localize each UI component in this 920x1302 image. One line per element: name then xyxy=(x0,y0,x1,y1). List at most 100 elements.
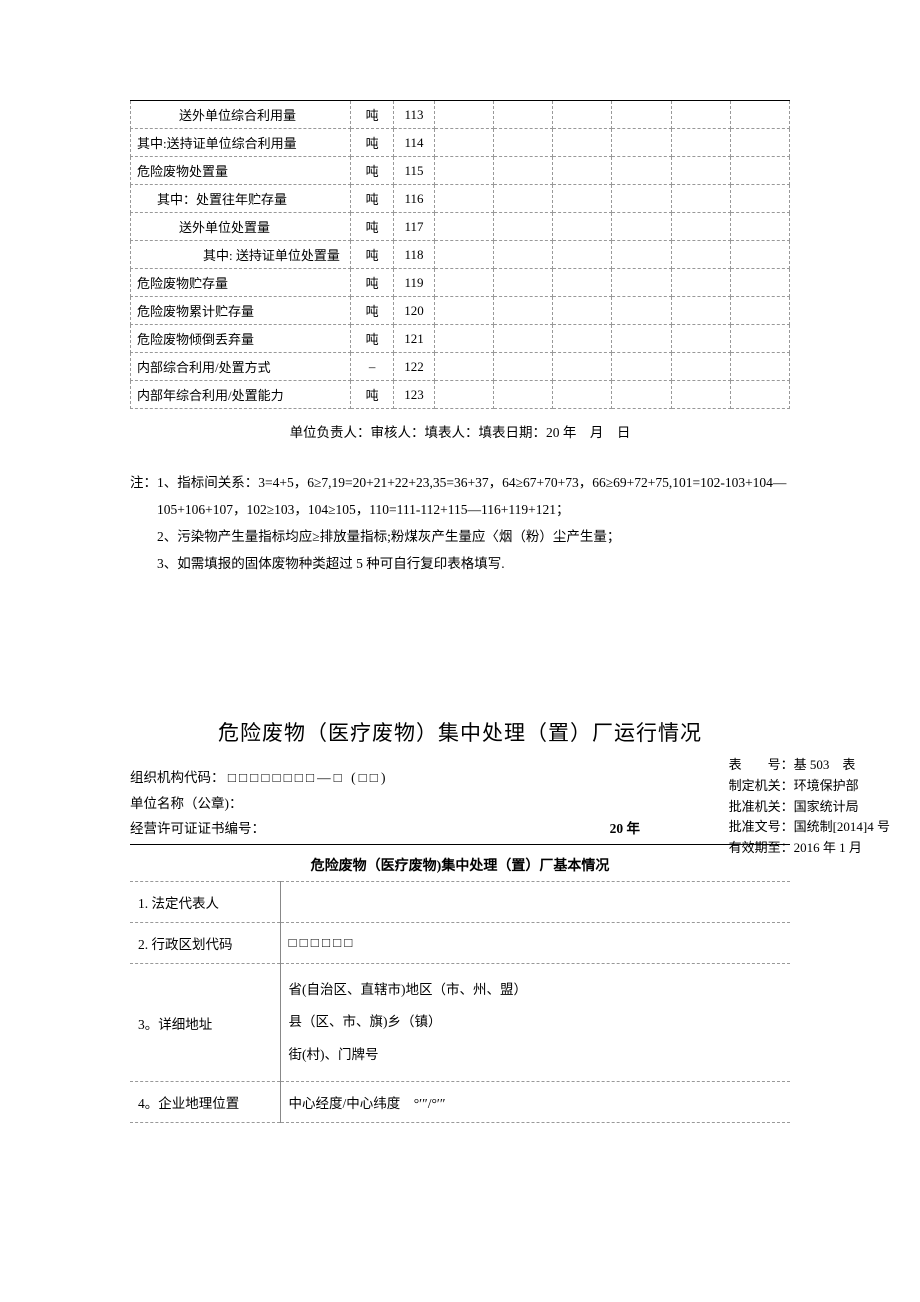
row-label: 其中：处置往年贮存量 xyxy=(131,185,351,213)
table-row: 其中:送持证单位综合利用量吨114 xyxy=(131,129,790,157)
data-cell xyxy=(494,213,553,241)
info-value xyxy=(280,881,790,922)
row-unit: 吨 xyxy=(351,241,394,269)
notes-prefix: 注： xyxy=(130,469,157,577)
data-cell xyxy=(434,129,493,157)
data-cell xyxy=(494,325,553,353)
row-label: 危险废物处置量 xyxy=(131,157,351,185)
data-cell xyxy=(730,325,789,353)
row-unit: 吨 xyxy=(351,101,394,129)
data-cell xyxy=(553,157,612,185)
info-label: 1. 法定代表人 xyxy=(130,881,280,922)
data-cell xyxy=(494,101,553,129)
row-code: 122 xyxy=(394,353,435,381)
data-cell xyxy=(494,297,553,325)
form-title: 危险废物（医疗废物）集中处理（置）厂运行情况 xyxy=(130,717,790,747)
basic-info-table: 1. 法定代表人 2. 行政区划代码□□□□□□3。详细地址省(自治区、直辖市)… xyxy=(130,881,790,1123)
data-cell xyxy=(553,185,612,213)
row-label: 内部综合利用/处置方式 xyxy=(131,353,351,381)
data-cell xyxy=(434,101,493,129)
table-row: 内部综合利用/处置方式–122 xyxy=(131,353,790,381)
meta-line: 有效期至：2016 年 1 月 xyxy=(729,838,890,859)
data-cell xyxy=(612,129,671,157)
data-cell xyxy=(671,157,730,185)
row-code: 114 xyxy=(394,129,435,157)
table-row: 其中：处置往年贮存量吨116 xyxy=(131,185,790,213)
table-row: 其中: 送持证单位处置量吨118 xyxy=(131,241,790,269)
data-cell xyxy=(434,157,493,185)
data-cell xyxy=(553,213,612,241)
info-row: 3。详细地址省(自治区、直辖市)地区（市、州、盟）县（区、市、旗)乡（镇）街(村… xyxy=(130,963,790,1081)
address-line: 省(自治区、直辖市)地区（市、州、盟） xyxy=(289,974,783,1006)
data-cell xyxy=(434,269,493,297)
license-label: 经营许可证证书编号： xyxy=(130,816,610,842)
data-cell xyxy=(553,353,612,381)
data-cell xyxy=(730,297,789,325)
table-row: 危险废物处置量吨115 xyxy=(131,157,790,185)
data-cell xyxy=(612,185,671,213)
data-cell xyxy=(730,353,789,381)
data-cell xyxy=(494,353,553,381)
row-label: 危险废物累计贮存量 xyxy=(131,297,351,325)
info-row: 2. 行政区划代码□□□□□□ xyxy=(130,922,790,963)
data-cell xyxy=(730,185,789,213)
meta-line: 表 号：基 503 表 xyxy=(729,755,890,776)
data-cell xyxy=(612,241,671,269)
info-value: 中心经度/中心纬度 °′″/°′″ xyxy=(280,1082,790,1123)
data-cell xyxy=(553,101,612,129)
data-cell xyxy=(494,185,553,213)
row-code: 121 xyxy=(394,325,435,353)
org-code-boxes: □□□□□□□□—□ (□□) xyxy=(228,770,389,785)
form-section: 危险废物（医疗废物）集中处理（置）厂运行情况 表 号：基 503 表制定机关：环… xyxy=(130,717,790,1123)
data-cell xyxy=(612,101,671,129)
data-cell xyxy=(494,241,553,269)
row-code: 118 xyxy=(394,241,435,269)
data-cell xyxy=(671,213,730,241)
data-cell xyxy=(434,241,493,269)
data-cell xyxy=(671,241,730,269)
info-row: 1. 法定代表人 xyxy=(130,881,790,922)
data-cell xyxy=(730,157,789,185)
row-label: 送外单位综合利用量 xyxy=(131,101,351,129)
signature-line: 单位负责人：审核人：填表人：填表日期：20 年 月 日 xyxy=(130,421,790,441)
row-code: 117 xyxy=(394,213,435,241)
row-unit: 吨 xyxy=(351,213,394,241)
table-row: 危险废物贮存量吨119 xyxy=(131,269,790,297)
org-code-row: 组织机构代码： □□□□□□□□—□ (□□) xyxy=(130,765,790,791)
data-cell xyxy=(434,381,493,409)
meta-line: 批准机关：国家统计局 xyxy=(729,797,890,818)
row-label: 送外单位处置量 xyxy=(131,213,351,241)
table-row: 危险废物累计贮存量吨120 xyxy=(131,297,790,325)
data-cell xyxy=(553,241,612,269)
row-unit: 吨 xyxy=(351,185,394,213)
meta-line: 批准文号：国统制[2014]4 号 xyxy=(729,817,890,838)
info-label: 4。企业地理位置 xyxy=(130,1082,280,1123)
unit-name-row: 单位名称（公章)： xyxy=(130,791,790,817)
form-meta: 表 号：基 503 表制定机关：环境保护部批准机关：国家统计局批准文号：国统制[… xyxy=(729,755,890,859)
data-cell xyxy=(494,157,553,185)
table-row: 内部年综合利用/处置能力吨123 xyxy=(131,381,790,409)
row-unit: 吨 xyxy=(351,129,394,157)
info-value: 省(自治区、直辖市)地区（市、州、盟）县（区、市、旗)乡（镇）街(村)、门牌号 xyxy=(280,963,790,1081)
data-cell xyxy=(671,101,730,129)
form-subtitle: 危险废物（医疗废物)集中处理（置）厂基本情况 xyxy=(130,855,790,875)
data-cell xyxy=(671,325,730,353)
info-value: □□□□□□ xyxy=(280,922,790,963)
row-label: 内部年综合利用/处置能力 xyxy=(131,381,351,409)
data-cell xyxy=(671,381,730,409)
row-label: 其中: 送持证单位处置量 xyxy=(131,241,351,269)
data-cell xyxy=(553,269,612,297)
info-row: 4。企业地理位置中心经度/中心纬度 °′″/°′″ xyxy=(130,1082,790,1123)
row-code: 115 xyxy=(394,157,435,185)
row-label: 其中:送持证单位综合利用量 xyxy=(131,129,351,157)
data-cell xyxy=(434,297,493,325)
notes-body: 1、指标间关系：3=4+5，6≥7,19=20+21+22+23,35=36+3… xyxy=(157,469,790,577)
data-cell xyxy=(730,381,789,409)
data-cell xyxy=(553,381,612,409)
data-cell xyxy=(434,185,493,213)
meta-line: 制定机关：环境保护部 xyxy=(729,776,890,797)
data-cell xyxy=(612,269,671,297)
address-line: 街(村)、门牌号 xyxy=(289,1039,783,1071)
row-unit: 吨 xyxy=(351,269,394,297)
note-item: 1、指标间关系：3=4+5，6≥7,19=20+21+22+23,35=36+3… xyxy=(157,469,790,523)
